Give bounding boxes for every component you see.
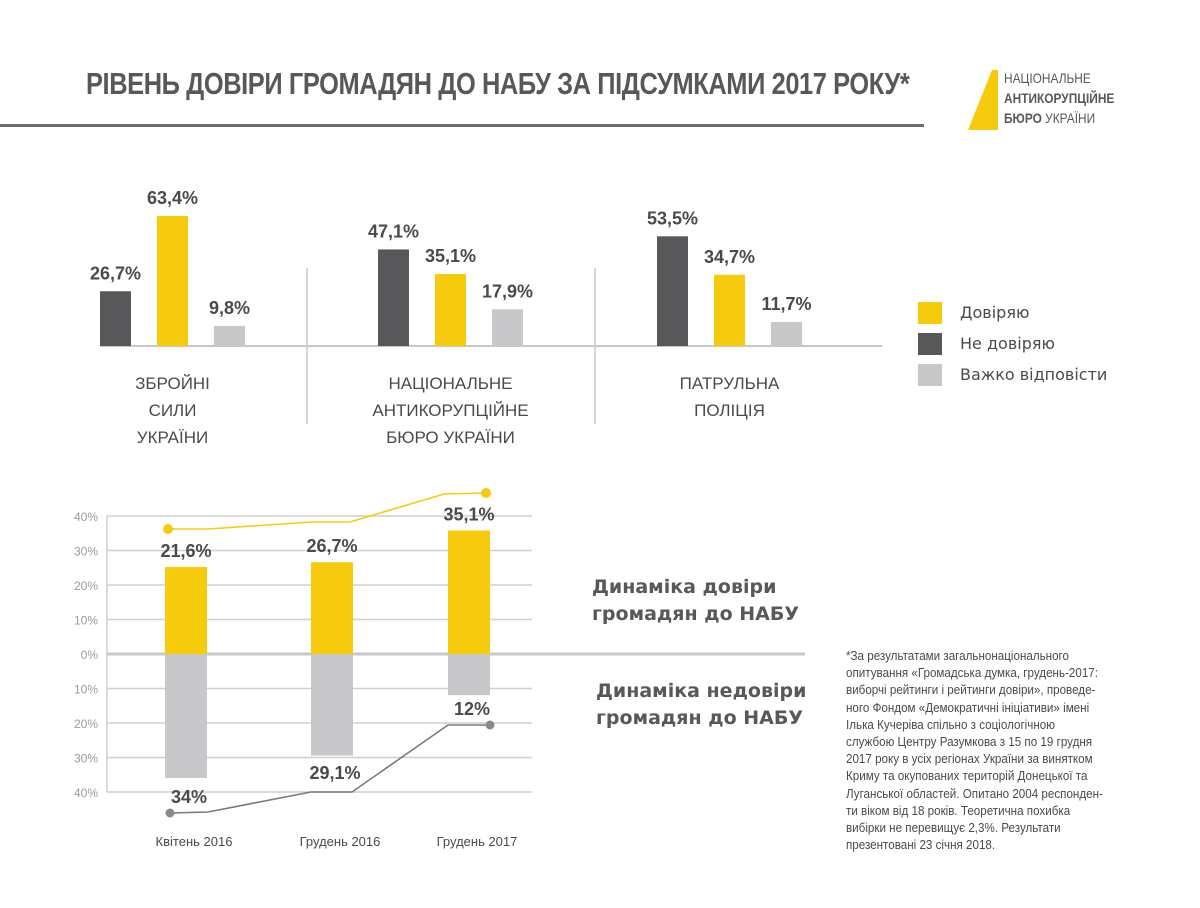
category-label: ПОЛІЦІЯ: [694, 401, 765, 420]
distrust-value-label: 12%: [454, 699, 490, 719]
bar-hard_to_say: [492, 309, 523, 346]
bar-distrust: [448, 655, 490, 696]
footnote-line: Ілька Кучеріва спільно з соціологічною: [846, 717, 1055, 732]
footnote-line: Луганської областей. Опитано 2004 респон…: [846, 786, 1103, 801]
bar-value-label: 47,1%: [368, 221, 419, 241]
legend-label-hard-to-say: Важко відповісти: [960, 365, 1108, 384]
legend-swatch-hard-to-say: [918, 363, 942, 386]
y-tick-label: 40%: [74, 510, 98, 524]
category-label: ПАТРУЛЬНА: [680, 374, 780, 393]
bar-distrust: [378, 249, 409, 346]
distrust-trend-line: [169, 724, 490, 814]
survey-footnote: *За результатами загальнонаціонального оп…: [846, 648, 1162, 854]
footnote-line: *За результатами загальнонаціонального: [846, 649, 1070, 663]
legend-item-distrust: Не довіряю: [918, 328, 1107, 359]
legend-label-trust: Довіряю: [960, 303, 1030, 322]
title-divider: [0, 124, 924, 127]
legend-swatch-trust: [918, 301, 942, 324]
bar-value-label: 26,7%: [90, 263, 141, 283]
category-label: ЗБРОЙНІ: [135, 374, 210, 393]
y-tick-label: 10%: [74, 614, 98, 628]
category-label: АНТИКОРУПЦІЙНЕ: [372, 401, 528, 420]
legend-swatch-distrust: [918, 332, 942, 355]
bar-distrust: [311, 655, 353, 756]
distrust-dynamics-line-2: громадян до НАБУ: [596, 707, 803, 729]
bar-trust: [157, 216, 188, 346]
category-label: НАЦІОНАЛЬНЕ: [388, 374, 512, 393]
bar-distrust: [165, 655, 207, 778]
x-category-label: Грудень 2017: [437, 834, 518, 849]
legend-item-trust: Довіряю: [918, 297, 1107, 328]
bar-trust: [714, 274, 745, 346]
trust-trend-line: [168, 492, 487, 530]
legend: Довіряю Не довіряю Важко відповісти: [918, 297, 1107, 390]
trust-dynamics-label: Динаміка довіри громадян до НАБУ: [592, 574, 799, 628]
trust-value-label: 21,6%: [160, 541, 211, 561]
footnote-line: вибірки не перевищує 2,3%. Результати: [846, 821, 1061, 836]
distrust-value-label: 29,1%: [309, 763, 360, 783]
bar-distrust: [100, 291, 131, 346]
footnote-line: презентовані 23 січня 2018.: [846, 838, 996, 853]
x-category-label: Грудень 2016: [300, 834, 381, 849]
bar-hard_to_say: [771, 322, 802, 346]
footnote-line: службою Центру Разумкова з 15 по 19 груд…: [846, 735, 1093, 750]
nabu-logo: НАЦІОНАЛЬНЕ АНТИКОРУПЦІЙНЕ БЮРО УКРАЇНИ: [968, 70, 1148, 130]
bar-value-label: 9,8%: [209, 298, 250, 318]
distrust-value-label: 34%: [171, 787, 207, 807]
distrust-dynamics-label: Динаміка недовіри громадян до НАБУ: [596, 678, 806, 732]
y-tick-label: 30%: [74, 545, 98, 559]
logo-line-3-bold: БЮРО: [1004, 110, 1042, 126]
distrust-dynamics-line-1: Динаміка недовіри: [596, 680, 807, 702]
bar-trust: [435, 274, 466, 346]
footnote-line: ного Фондом «Демократичні ініціативи» ім…: [846, 700, 1090, 715]
logo-line-3: БЮРО УКРАЇНИ: [1004, 108, 1114, 128]
trust-dynamics-line-1: Динаміка довіри: [592, 576, 777, 598]
distrust-trend-end-marker: [485, 720, 495, 730]
legend-label-distrust: Не довіряю: [960, 334, 1055, 353]
y-tick-label: 0%: [81, 648, 99, 662]
bar-value-label: 53,5%: [647, 208, 698, 228]
logo-line-3-regular: УКРАЇНИ: [1041, 110, 1096, 126]
trust-trend-start-marker: [163, 524, 173, 534]
footnote-line: 2017 року в усіх регіонах України за вин…: [846, 752, 1093, 767]
trust-value-label: 35,1%: [443, 504, 494, 524]
bar-value-label: 63,4%: [147, 188, 198, 208]
footnote-line: ти віком від 18 років. Теоретична похибк…: [846, 803, 1071, 818]
nabu-dynamics-chart: 40% 30% 20% 10% 0% 10% 20% 30% 40% 21,6% 34% Квітен…: [74, 488, 805, 849]
category-label: СИЛИ: [149, 401, 197, 420]
bar-value-label: 35,1%: [425, 246, 476, 266]
bar-distrust: [657, 236, 688, 346]
bar-value-label: 11,7%: [761, 294, 811, 314]
trust-value-label: 26,7%: [306, 536, 357, 556]
logo-line-1: НАЦІОНАЛЬНЕ: [1004, 70, 1091, 86]
y-tick-label: 30%: [74, 752, 98, 766]
y-tick-label: 10%: [74, 683, 98, 697]
x-category-label: Квітень 2016: [156, 834, 233, 849]
logo-line-2: АНТИКОРУПЦІЙНЕ: [1004, 90, 1115, 106]
trust-dynamics-line-2: громадян до НАБУ: [592, 603, 799, 625]
category-label: БЮРО УКРАЇНИ: [386, 428, 515, 447]
footnote-line: опитування «Громадська думка, грудень-20…: [846, 666, 1099, 681]
logo-yellow-shape-icon: [968, 70, 998, 130]
y-tick-label: 20%: [74, 579, 98, 593]
footnote-line: Криму та окупованих територій Донецької …: [846, 769, 1088, 784]
bar-trust: [165, 567, 207, 654]
y-tick-label: 20%: [74, 717, 98, 731]
footnote-line: виборчі рейтинги і рейтинги довіри», про…: [846, 683, 1096, 698]
category-label: УКРАЇНИ: [137, 428, 208, 447]
bar-value-label: 17,9%: [482, 281, 533, 301]
distrust-trend-start-marker: [165, 808, 175, 818]
trust-trend-end-marker: [481, 488, 491, 498]
bar-trust: [448, 530, 490, 654]
page-title: РІВЕНЬ ДОВІРИ ГРОМАДЯН ДО НАБУ ЗА ПІДСУМ…: [86, 66, 910, 101]
logo-text: НАЦІОНАЛЬНЕ АНТИКОРУПЦІЙНЕ БЮРО УКРАЇНИ: [1004, 68, 1114, 128]
y-tick-label: 40%: [74, 786, 98, 800]
bar-value-label: 34,7%: [704, 247, 755, 267]
bar-trust: [311, 562, 353, 654]
legend-item-hard-to-say: Важко відповісти: [918, 359, 1107, 390]
institution-trust-chart: 26,7% 63,4% 9,8% ЗБРОЙНІ СИЛИ УКРАЇНИ 47,1% 35,…: [90, 188, 882, 447]
bar-hard_to_say: [214, 325, 245, 346]
